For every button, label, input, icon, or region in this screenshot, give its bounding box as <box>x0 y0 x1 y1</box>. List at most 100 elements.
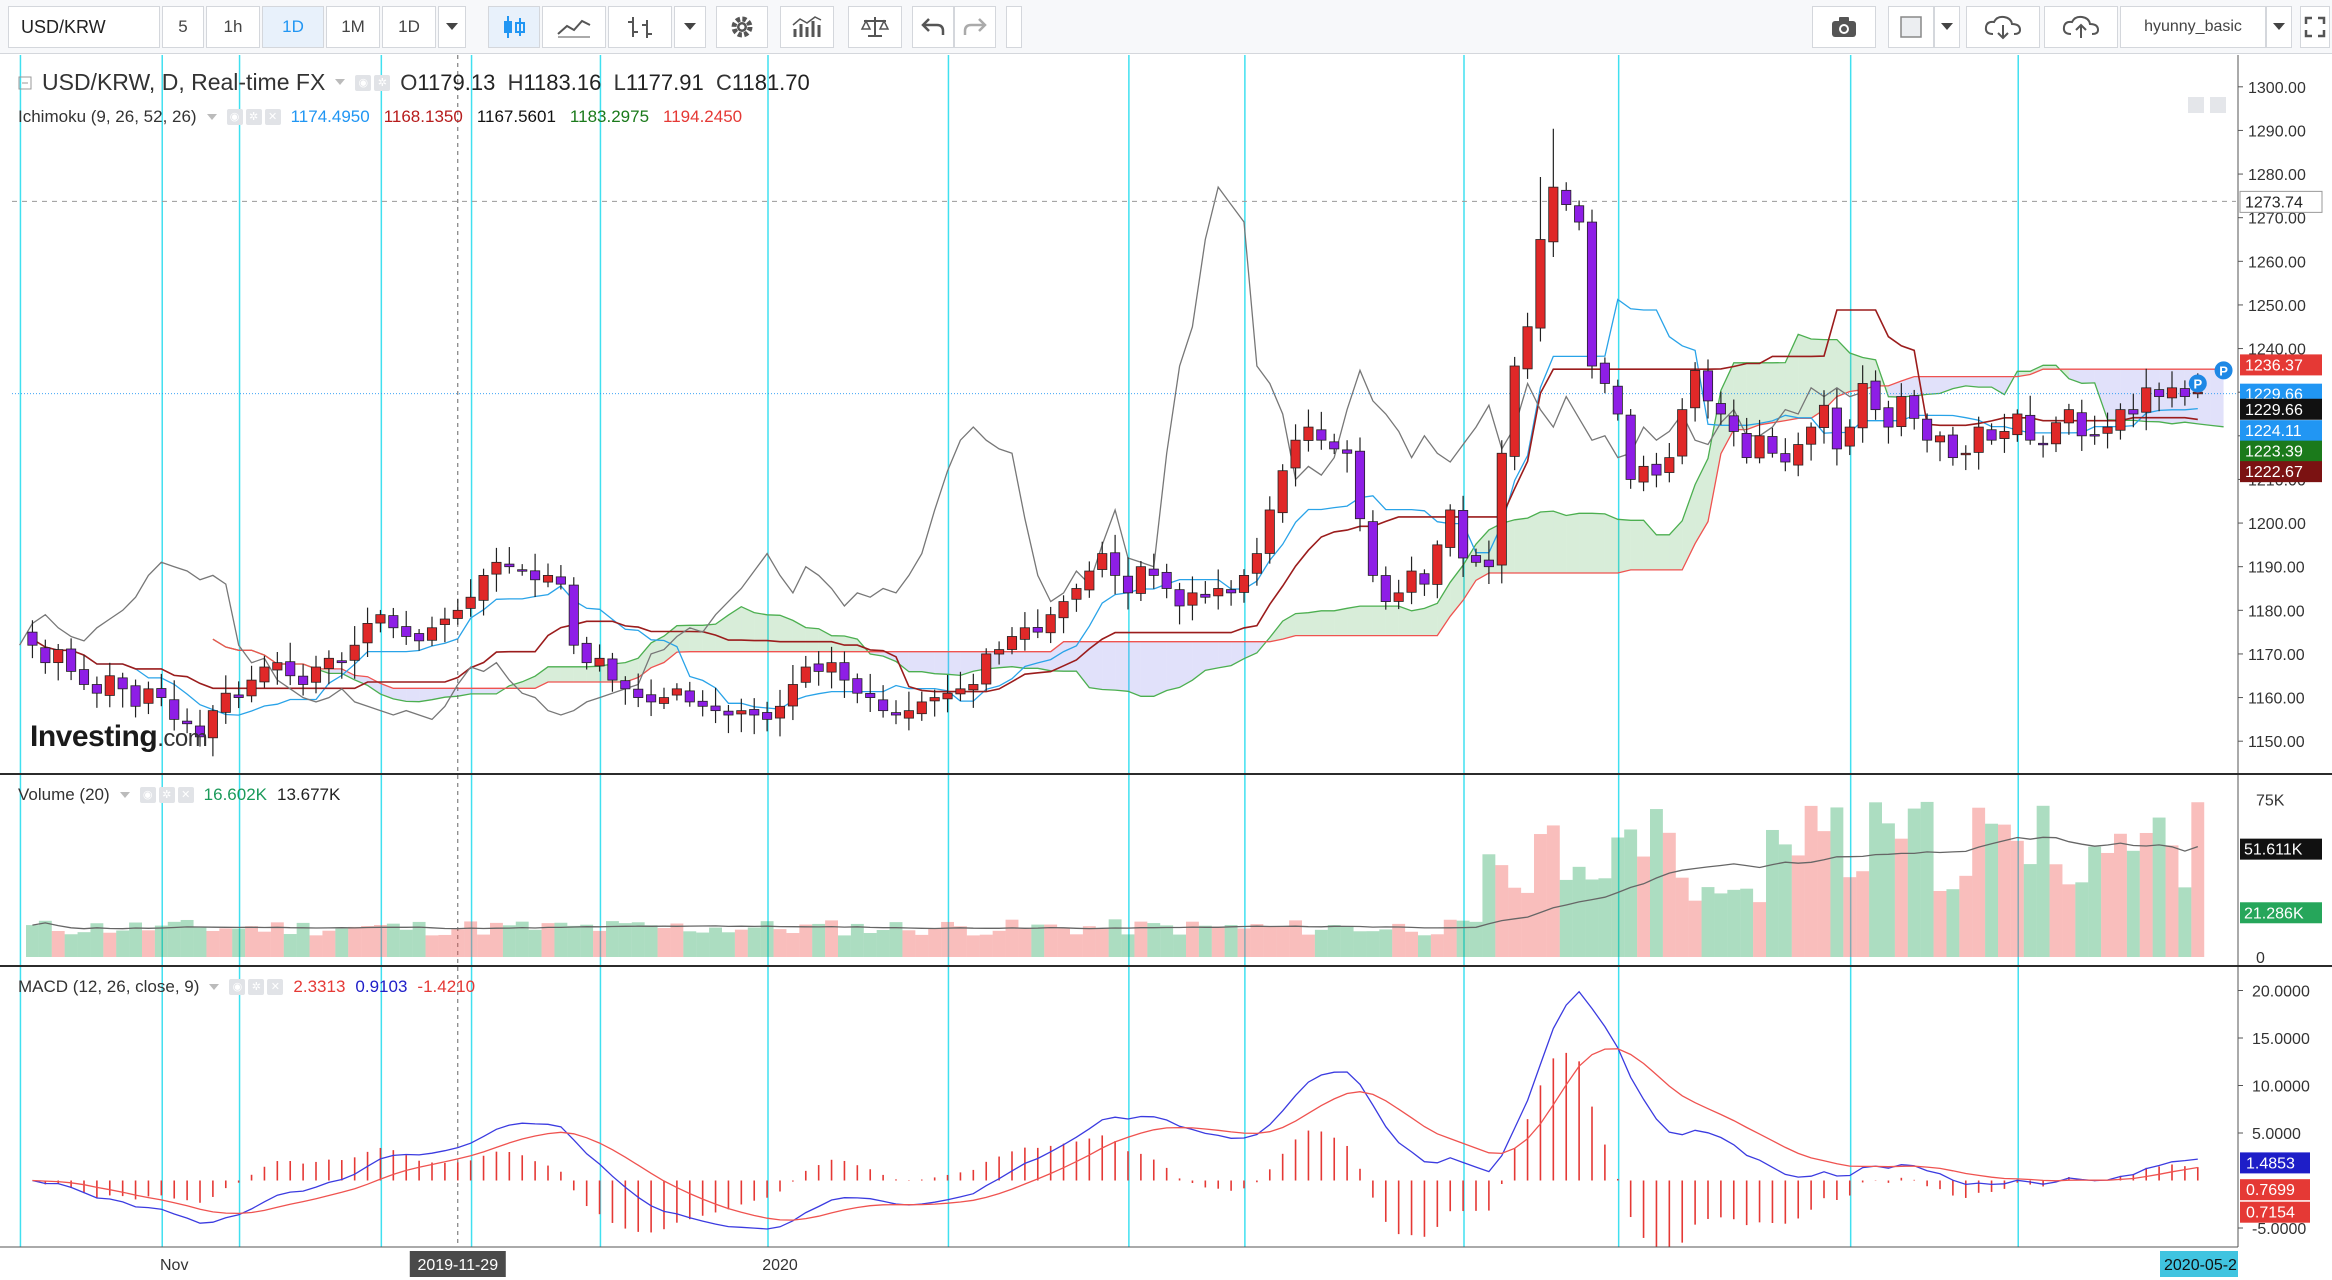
load-layout-button[interactable] <box>1966 6 2040 48</box>
volume-bar <box>1366 931 1380 957</box>
user-layout-button[interactable]: hyunny_basic <box>2120 6 2266 48</box>
interval-1d-button[interactable]: 1D <box>262 6 324 48</box>
fullscreen-button[interactable] <box>2300 6 2330 48</box>
kumo-cloud-segment <box>908 651 922 672</box>
volume-bar <box>1534 834 1547 957</box>
volume-bar <box>322 930 336 957</box>
kumo-cloud-segment <box>2107 369 2121 421</box>
candles-style-button[interactable] <box>488 6 540 48</box>
volume-bar <box>1546 825 1560 957</box>
ichimoku-value-4: 1194.2450 <box>663 107 743 126</box>
eye-icon[interactable]: ◉ <box>139 787 156 803</box>
chevron-down-icon[interactable] <box>335 79 346 86</box>
close-icon[interactable]: ✕ <box>177 787 194 803</box>
close-icon[interactable]: ✕ <box>264 109 281 125</box>
price-pane[interactable]: P P 1300.00 1290.00 1280.00 1270.00 1260.00 125… <box>0 55 2332 773</box>
volume-plot[interactable]: 75K 0 51.611K 21.286K <box>0 775 2332 965</box>
volume-pane[interactable]: 75K 0 51.611K 21.286K Volume (20) ◉ ✲ ✕ 16.60… <box>0 775 2332 965</box>
volume-bar <box>799 924 813 957</box>
interval-dropdown-button[interactable] <box>438 6 466 48</box>
kumo-cloud-segment <box>2094 369 2108 420</box>
settings-button[interactable] <box>716 6 768 48</box>
gear-icon[interactable]: ✲ <box>374 74 391 91</box>
kumo-cloud-segment <box>1308 610 1322 636</box>
price-tick-label: 1190.00 <box>2248 560 2305 577</box>
candle-body <box>1986 429 1997 441</box>
eye-icon[interactable]: ◉ <box>355 74 372 91</box>
macd-controls[interactable]: ◉ ✲ ✕ <box>229 979 284 995</box>
price-plot[interactable]: P P 1300.00 1290.00 1280.00 1270.00 1260.00 125… <box>0 55 2332 773</box>
kumo-cloud-segment <box>1295 612 1309 636</box>
volume-bar <box>1134 921 1148 957</box>
bars-style-button[interactable] <box>608 6 672 48</box>
kumo-cloud-segment <box>1811 338 1824 419</box>
candle-body <box>117 677 128 690</box>
volume-bar <box>1508 887 1522 957</box>
candle-body <box>1097 553 1108 570</box>
interval-1h-button[interactable]: 1h <box>206 6 260 48</box>
macd-plot[interactable]: 20.0000 15.0000 10.0000 5.0000 -5.0000 1.4853… <box>0 967 2332 1280</box>
pane-separator[interactable] <box>0 965 2332 967</box>
kumo-cloud-segment <box>1798 334 1812 419</box>
color-picker-button[interactable] <box>1888 6 1934 48</box>
redo-button[interactable] <box>954 6 996 48</box>
collapse-icon[interactable] <box>18 76 32 90</box>
volume-bar <box>64 934 78 957</box>
screenshot-button[interactable] <box>1812 6 1876 48</box>
user-dropdown-button[interactable] <box>2266 6 2292 48</box>
gear-icon[interactable]: ✲ <box>158 787 175 803</box>
volume-bar <box>451 929 465 957</box>
volume-bar <box>1430 934 1444 957</box>
chevron-down-icon[interactable] <box>209 983 220 991</box>
volume-bar <box>1662 832 1676 957</box>
candle-body <box>1793 444 1804 466</box>
chevron-down-icon[interactable] <box>206 113 217 121</box>
kumo-cloud-segment <box>1347 606 1360 636</box>
candle-body <box>169 699 180 720</box>
candle-body <box>1367 521 1378 576</box>
eye-icon[interactable]: ◉ <box>229 979 246 995</box>
volume-controls[interactable]: ◉ ✲ ✕ <box>139 787 194 803</box>
ichimoku-controls[interactable]: ◉ ✲ ✕ <box>226 109 281 125</box>
style-dropdown-button[interactable] <box>674 6 706 48</box>
close-icon[interactable]: ✕ <box>267 979 284 995</box>
candle-body <box>1458 510 1469 559</box>
candle-body <box>1664 457 1675 473</box>
eye-icon[interactable]: ◉ <box>226 109 243 125</box>
undo-button[interactable] <box>912 6 954 48</box>
compare-button[interactable] <box>848 6 902 48</box>
volume-bar <box>1198 925 1212 957</box>
line-style-button[interactable] <box>542 6 606 48</box>
interval-1m-button[interactable]: 1M <box>326 6 380 48</box>
candle-body <box>916 701 927 715</box>
indicators-button[interactable] <box>780 6 834 48</box>
macd-pane[interactable]: 20.0000 15.0000 10.0000 5.0000 -5.0000 1.4853… <box>0 967 2332 1280</box>
candle-body <box>826 662 837 673</box>
volume-bar <box>1572 866 1586 957</box>
pane-separator[interactable] <box>0 773 2332 775</box>
volume-bar <box>1920 801 1934 957</box>
price-tag-box <box>2240 398 2322 420</box>
kumo-cloud-segment <box>1372 606 1386 636</box>
candle-body <box>1200 593 1211 598</box>
candle-body <box>1741 433 1752 459</box>
candle-body <box>942 692 953 700</box>
candle-body <box>1754 435 1765 459</box>
color-dropdown-button[interactable] <box>1934 6 1960 48</box>
volume-bar <box>876 930 890 957</box>
interval-5-button[interactable]: 5 <box>162 6 204 48</box>
chevron-down-icon[interactable] <box>119 791 130 799</box>
end-date-box <box>2160 1251 2238 1277</box>
interval-custom-button[interactable]: 1D <box>382 6 436 48</box>
candle-body <box>40 647 51 664</box>
candle-body <box>1896 396 1907 428</box>
candle-body <box>1960 452 1971 456</box>
candle-body <box>1406 570 1417 593</box>
save-layout-button[interactable] <box>2044 6 2118 48</box>
gear-icon[interactable]: ✲ <box>248 979 265 995</box>
volume-bar <box>850 923 864 957</box>
symbol-search-input[interactable]: USD/KRW <box>8 6 160 48</box>
kumo-cloud-segment <box>625 658 639 682</box>
gear-icon[interactable]: ✲ <box>245 109 262 125</box>
series-controls[interactable]: ◉ ✲ <box>355 74 391 91</box>
